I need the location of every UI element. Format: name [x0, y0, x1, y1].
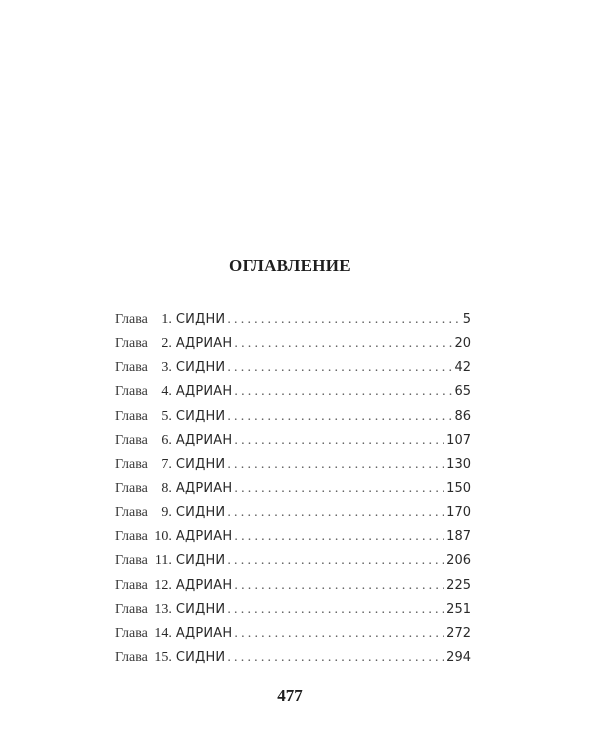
- chapter-page: 42: [454, 360, 471, 376]
- chapter-name: СИДНИ: [175, 649, 226, 665]
- toc-entry: Глава 9. СИДНИ............................…: [115, 505, 471, 529]
- chapter-number: 12.: [154, 577, 172, 593]
- dot-leader: ........................................…: [234, 577, 444, 593]
- chapter-prefix: Глава: [115, 649, 148, 665]
- toc-entry: Глава 13. СИДНИ...........................…: [115, 602, 471, 626]
- chapter-name: СИДНИ: [175, 312, 226, 327]
- dot-leader: ........................................…: [234, 625, 444, 641]
- toc-entry: Глава 12. АДРИАН..........................…: [115, 578, 471, 602]
- chapter-page: 5: [462, 312, 471, 327]
- chapter-number: 9.: [161, 505, 172, 521]
- chapter-number: 1.: [161, 312, 172, 327]
- chapter-name: АДРИАН: [175, 625, 233, 641]
- page-number: 477: [277, 686, 303, 705]
- chapter-number: 5.: [161, 408, 172, 424]
- chapter-name: АДРИАН: [175, 577, 233, 593]
- chapter-number: 11.: [154, 553, 172, 569]
- chapter-page: 65: [454, 384, 471, 400]
- chapter-number: 8.: [161, 480, 172, 496]
- chapter-number: 3.: [161, 360, 172, 376]
- dot-leader: ........................................…: [227, 312, 461, 327]
- chapter-prefix: Глава: [115, 432, 148, 448]
- chapter-prefix: Глава: [115, 480, 148, 496]
- chapter-page: 130: [446, 456, 471, 472]
- chapter-number: 6.: [161, 432, 172, 448]
- toc-entry: Глава 7. СИДНИ............................…: [115, 457, 471, 481]
- chapter-prefix: Глава: [115, 336, 148, 352]
- toc-entry: Глава 8. АДРИАН...........................…: [115, 481, 471, 505]
- toc-entry: Глава 14. АДРИАН..........................…: [115, 626, 471, 650]
- chapter-number: 4.: [161, 384, 172, 400]
- toc-entry: Глава 15. СИДНИ...........................…: [115, 650, 471, 674]
- chapter-page: 107: [446, 432, 471, 448]
- page-title: ОГЛАВЛЕНИЕ: [229, 256, 351, 275]
- chapter-number: 14.: [154, 625, 172, 641]
- dot-leader: ........................................…: [234, 480, 444, 496]
- toc-entry: Глава 11. СИДНИ...........................…: [115, 553, 471, 577]
- chapter-prefix: Глава: [115, 360, 148, 376]
- chapter-page: 225: [446, 577, 471, 593]
- chapter-name: АДРИАН: [175, 432, 233, 448]
- chapter-prefix: Глава: [115, 408, 148, 424]
- chapter-prefix: Глава: [115, 312, 148, 327]
- chapter-name: СИДНИ: [175, 456, 226, 472]
- chapter-prefix: Глава: [115, 529, 148, 545]
- chapter-name: СИДНИ: [175, 553, 226, 569]
- chapter-prefix: Глава: [115, 577, 148, 593]
- dot-leader: ........................................…: [227, 408, 452, 424]
- table-of-contents: Глава 1. СИДНИ............................…: [115, 312, 471, 674]
- dot-leader: ........................................…: [234, 336, 452, 352]
- chapter-page: 170: [446, 505, 471, 521]
- dot-leader: ........................................…: [227, 553, 444, 569]
- toc-entry: Глава 5. СИДНИ............................…: [115, 409, 471, 433]
- dot-leader: ........................................…: [234, 384, 452, 400]
- chapter-page: 150: [446, 480, 471, 496]
- dot-leader: ........................................…: [227, 649, 444, 665]
- chapter-prefix: Глава: [115, 601, 148, 617]
- chapter-name: СИДНИ: [175, 505, 226, 521]
- toc-entry: Глава 10. АДРИАН..........................…: [115, 529, 471, 553]
- chapter-name: АДРИАН: [175, 529, 233, 545]
- chapter-page: 251: [446, 601, 471, 617]
- toc-entry: Глава 6. АДРИАН...........................…: [115, 433, 471, 457]
- chapter-prefix: Глава: [115, 553, 148, 569]
- chapter-number: 2.: [161, 336, 172, 352]
- chapter-prefix: Глава: [115, 384, 148, 400]
- chapter-page: 294: [446, 649, 471, 665]
- chapter-number: 15.: [154, 649, 172, 665]
- chapter-page: 187: [446, 529, 471, 545]
- chapter-prefix: Глава: [115, 625, 148, 641]
- chapter-page: 86: [454, 408, 471, 424]
- dot-leader: ........................................…: [227, 360, 452, 376]
- dot-leader: ........................................…: [234, 432, 444, 448]
- chapter-prefix: Глава: [115, 456, 148, 472]
- chapter-number: 10.: [154, 529, 172, 545]
- toc-entry: Глава 2. АДРИАН...........................…: [115, 336, 471, 360]
- chapter-name: АДРИАН: [175, 480, 233, 496]
- chapter-name: СИДНИ: [175, 601, 226, 617]
- dot-leader: ........................................…: [227, 505, 444, 521]
- chapter-name: АДРИАН: [175, 384, 233, 400]
- chapter-number: 13.: [154, 601, 172, 617]
- chapter-name: СИДНИ: [175, 360, 226, 376]
- chapter-number: 7.: [161, 456, 172, 472]
- chapter-name: АДРИАН: [175, 336, 233, 352]
- dot-leader: ........................................…: [234, 529, 444, 545]
- chapter-page: 272: [446, 625, 471, 641]
- toc-entry: Глава 4. АДРИАН...........................…: [115, 384, 471, 408]
- dot-leader: ........................................…: [227, 456, 444, 472]
- toc-entry: Глава 3. СИДНИ............................…: [115, 360, 471, 384]
- chapter-prefix: Глава: [115, 505, 148, 521]
- chapter-page: 206: [446, 553, 471, 569]
- chapter-page: 20: [454, 336, 471, 352]
- dot-leader: ........................................…: [227, 601, 444, 617]
- chapter-name: СИДНИ: [175, 408, 226, 424]
- toc-entry: Глава 1. СИДНИ............................…: [115, 312, 471, 336]
